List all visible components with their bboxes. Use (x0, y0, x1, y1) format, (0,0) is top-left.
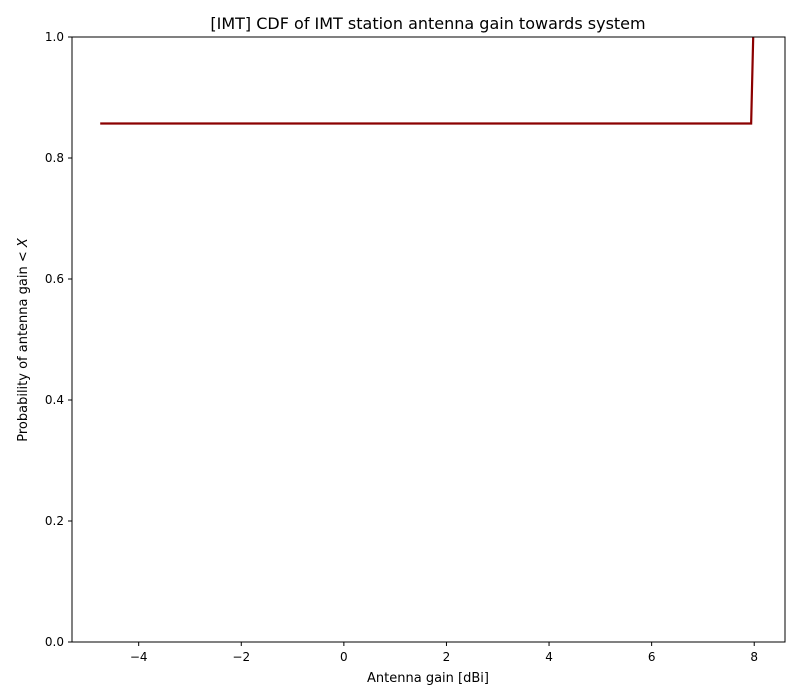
y-tick-label: 0.8 (45, 151, 64, 165)
x-tick-label: −4 (130, 650, 148, 664)
x-tick-label: 0 (340, 650, 348, 664)
y-tick-label: 0.6 (45, 272, 64, 286)
y-tick-label: 0.4 (45, 393, 64, 407)
y-tick-label: 0.2 (45, 514, 64, 528)
data-layer (100, 36, 755, 125)
x-axis-label: Antenna gain [dBi] (367, 671, 489, 686)
plot-frame (71, 36, 786, 643)
x-tick-label: 2 (443, 650, 451, 664)
y-axis-label-variable: X (16, 237, 31, 248)
x-axis: −4 −2 0 2 4 6 8 (130, 642, 758, 664)
cdf-series-line (100, 36, 755, 125)
chart-title: [IMT] CDF of IMT station antenna gain to… (210, 14, 645, 33)
y-tick-label: 0.0 (45, 635, 64, 649)
y-axis-label-text: Probability of antenna gain < (16, 247, 31, 442)
y-axis: 0.0 0.2 0.4 0.6 0.8 1.0 (45, 30, 72, 649)
x-tick-label: 6 (648, 650, 656, 664)
x-tick-label: −2 (232, 650, 250, 664)
x-tick-label: 8 (750, 650, 758, 664)
x-tick-label: 4 (545, 650, 553, 664)
y-axis-label: Probability of antenna gain < X (16, 237, 31, 442)
y-tick-label: 1.0 (45, 30, 64, 44)
